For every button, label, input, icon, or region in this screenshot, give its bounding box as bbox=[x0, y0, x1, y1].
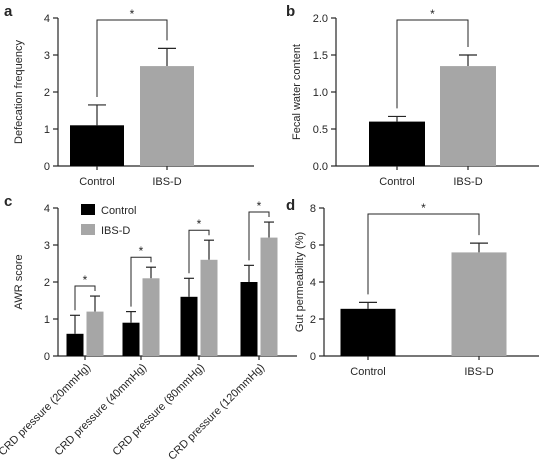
y-tick-label: 4 bbox=[44, 13, 50, 25]
significance-bracket bbox=[188, 229, 210, 274]
y-tick-label: 2 bbox=[44, 87, 50, 99]
y-tick-label: 0 bbox=[310, 351, 316, 363]
significance-star: * bbox=[197, 217, 202, 231]
y-tick-label: 4 bbox=[44, 203, 50, 215]
y-axis-label: Fecal water content bbox=[291, 44, 303, 140]
x-category-label: CRD pressure (40mmHg) bbox=[52, 362, 149, 459]
y-tick-label: 0 bbox=[44, 161, 50, 173]
significance-star: * bbox=[83, 273, 88, 287]
legend-label-control: Control bbox=[101, 205, 136, 217]
significance-bracket bbox=[248, 211, 270, 261]
x-category-label: IBS-D bbox=[152, 176, 181, 188]
x-category-label: CRD pressure (20mmHg) bbox=[0, 362, 93, 459]
bar-ibs-d-4 bbox=[260, 237, 278, 356]
panel-d: d 0 2 4 6 8 Gut permeability (%) Control IBS-D * bbox=[286, 197, 539, 378]
legend-swatch-control bbox=[81, 204, 95, 215]
y-axis-label: Defecation frequency bbox=[13, 40, 25, 144]
panel-label: a bbox=[4, 3, 13, 20]
panel-b: b 0.0 0.5 1.0 1.5 2.0 Fecal water content Contr… bbox=[286, 3, 539, 188]
panel-label: c bbox=[4, 193, 12, 210]
y-tick-label: 0 bbox=[44, 351, 50, 363]
bar-control bbox=[369, 121, 425, 166]
x-category-label: Control bbox=[79, 176, 114, 188]
significance-star: * bbox=[257, 199, 262, 213]
significance-star: * bbox=[421, 201, 426, 215]
x-category-label: Control bbox=[350, 366, 385, 378]
y-tick-label: 2 bbox=[310, 314, 316, 326]
panel-label: b bbox=[286, 3, 295, 20]
y-tick-label: 3 bbox=[44, 50, 50, 62]
significance-star: * bbox=[130, 7, 135, 21]
y-axis-label: Gut permeability (%) bbox=[294, 232, 306, 332]
y-tick-label: 1.5 bbox=[313, 50, 328, 62]
significance-bracket bbox=[74, 285, 96, 311]
y-axis-label: AWR score bbox=[13, 254, 25, 309]
significance-star: * bbox=[430, 7, 435, 21]
panel-label: d bbox=[286, 197, 295, 214]
significance-bracket bbox=[396, 19, 469, 109]
panel-a: a 0 1 2 3 4 Defecation frequency Control IBS-D * bbox=[4, 3, 254, 188]
significance-bracket bbox=[367, 213, 480, 295]
significance-star: * bbox=[139, 244, 144, 258]
y-tick-label: 1 bbox=[44, 314, 50, 326]
bar-control-3 bbox=[180, 296, 198, 356]
bar-control-2 bbox=[122, 322, 140, 356]
legend-label-ibs-d: IBS-D bbox=[101, 225, 130, 237]
significance-bracket bbox=[96, 19, 168, 97]
x-category-label: IBS-D bbox=[453, 176, 482, 188]
x-category-label: IBS-D bbox=[464, 366, 493, 378]
significance-bracket bbox=[130, 256, 152, 307]
y-tick-label: 4 bbox=[310, 277, 316, 289]
y-tick-label: 2.0 bbox=[313, 13, 328, 25]
x-category-label: CRD pressure (120mmHg) bbox=[166, 362, 267, 463]
bar-control bbox=[70, 125, 124, 166]
bar-ibs-d-3 bbox=[200, 259, 218, 356]
y-tick-label: 6 bbox=[310, 240, 316, 252]
y-tick-label: 2 bbox=[44, 277, 50, 289]
bar-control-4 bbox=[240, 282, 258, 356]
bar-ibs-d-2 bbox=[142, 278, 160, 356]
y-tick-label: 0.5 bbox=[313, 124, 328, 136]
y-tick-label: 8 bbox=[310, 203, 316, 215]
x-category-label: Control bbox=[379, 176, 414, 188]
y-tick-label: 1 bbox=[44, 124, 50, 136]
y-tick-label: 1.0 bbox=[313, 87, 328, 99]
legend-swatch-ibs-d bbox=[81, 224, 95, 235]
bar-control-1 bbox=[66, 333, 84, 356]
bar-control bbox=[340, 308, 396, 356]
panel-c: c 0 1 2 3 4 AWR score CRD pressure (20mmHg) * CRD… bbox=[0, 193, 297, 463]
bar-ibs-d bbox=[451, 252, 507, 356]
y-tick-label: 3 bbox=[44, 240, 50, 252]
bar-ibs-d bbox=[440, 66, 496, 166]
y-tick-label: 0.0 bbox=[313, 161, 328, 173]
bar-ibs-d bbox=[140, 66, 194, 166]
bar-ibs-d-1 bbox=[86, 311, 104, 356]
